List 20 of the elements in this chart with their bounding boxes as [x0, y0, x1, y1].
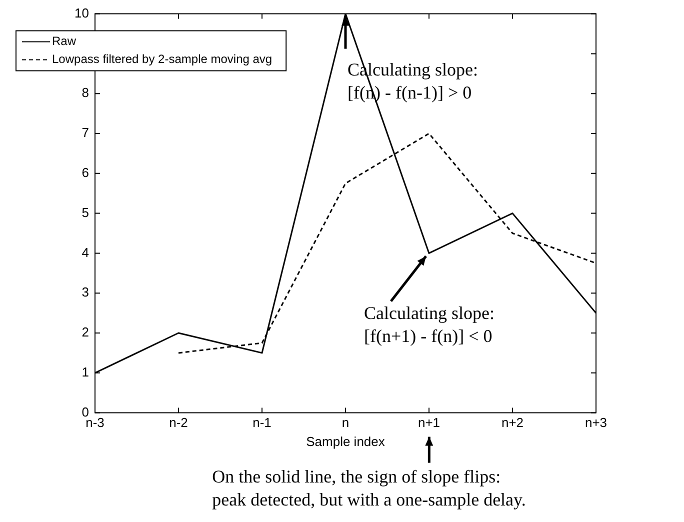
y-tick-label: 7 [82, 125, 89, 140]
x-tick-label: n-1 [252, 415, 272, 430]
x-tick-label: n+2 [501, 415, 524, 430]
x-axis-title: Sample index [306, 434, 386, 449]
legend-label: Lowpass filtered by 2-sample moving avg [52, 52, 272, 66]
y-tick-label: 3 [82, 284, 89, 300]
y-tick-label: 1 [82, 364, 89, 380]
x-tick-label: n+3 [584, 415, 608, 430]
y-tick-label: 5 [82, 204, 89, 220]
y-tick-label: 6 [82, 164, 89, 180]
y-tick-label: 8 [82, 85, 89, 100]
y-tick-label: 2 [82, 324, 89, 340]
annotation: Calculating slope: [f(n+1) - f(n)] < 0 [364, 302, 494, 346]
x-tick-label: n-2 [169, 415, 188, 430]
x-tick-label: n+1 [418, 415, 440, 430]
text: On the solid line, the sign of slope flips: peak detected, but with a one-sample delay. [212, 466, 526, 510]
y-tick-label: 10 [74, 5, 89, 20]
x-tick-label: n [342, 415, 350, 430]
y-tick-label: 4 [82, 244, 89, 260]
legend-label: Raw [52, 34, 76, 48]
